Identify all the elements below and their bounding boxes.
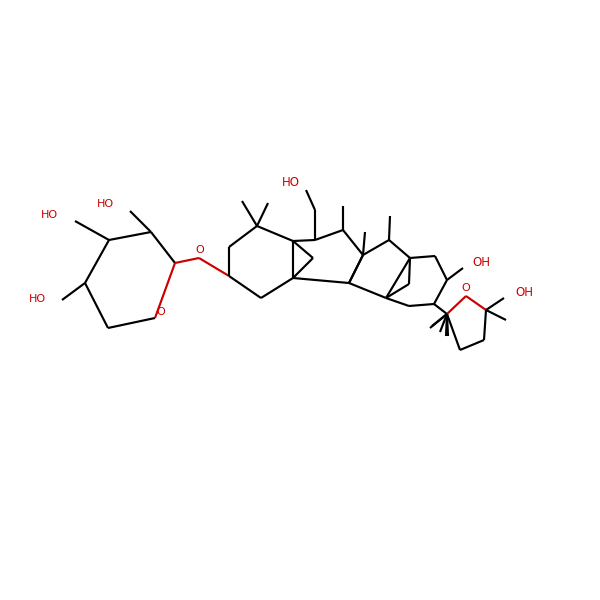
- Text: HO: HO: [41, 210, 58, 220]
- Text: OH: OH: [515, 286, 533, 298]
- Text: O: O: [461, 283, 470, 293]
- Text: HO: HO: [282, 175, 300, 188]
- Text: OH: OH: [472, 256, 490, 269]
- Text: HO: HO: [97, 199, 114, 209]
- Text: O: O: [157, 307, 166, 317]
- Text: O: O: [196, 245, 205, 255]
- Text: HO: HO: [29, 294, 46, 304]
